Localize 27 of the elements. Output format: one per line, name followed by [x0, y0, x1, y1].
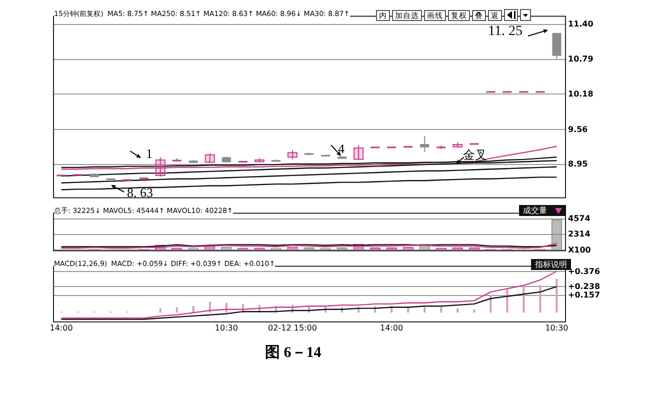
- annotation: 指标说明: [535, 260, 567, 269]
- x-tick-label: 14:00: [50, 323, 73, 332]
- x-tick-label: 10:30: [545, 323, 568, 332]
- annotation: 1: [146, 146, 152, 161]
- y-tick-label: +0.157: [568, 290, 600, 300]
- annotation: 8. 63: [127, 185, 153, 200]
- y-tick-label: +0.238: [568, 282, 600, 291]
- y-tick-label: 4574: [568, 214, 591, 223]
- candlestick: [552, 32, 562, 60]
- y-tick-label: 8.95: [568, 160, 588, 169]
- bar: [551, 219, 562, 250]
- y-tick-label: 10.79: [568, 54, 594, 64]
- y-tick-label: 11.40: [568, 19, 594, 28]
- annotation: 11. 25: [488, 24, 522, 39]
- x-tick-label: 10:30: [214, 323, 238, 332]
- annotation: 金叉: [463, 148, 487, 162]
- x-tick-label: 02-12 15:00: [268, 323, 317, 332]
- y-tick-label: +0.376: [568, 266, 600, 276]
- annotation: 4: [338, 141, 344, 156]
- x-tick-label: 14:00: [380, 323, 404, 332]
- y-tick-label: 10.18: [568, 89, 594, 98]
- y-tick-label: 2314: [568, 229, 591, 238]
- annotation: 成交量: [523, 206, 547, 215]
- y-tick-label: 9.56: [568, 124, 588, 134]
- y-tick-label: X100: [568, 245, 592, 254]
- candlestick: [420, 135, 430, 152]
- caption: 图 6－14: [265, 345, 322, 361]
